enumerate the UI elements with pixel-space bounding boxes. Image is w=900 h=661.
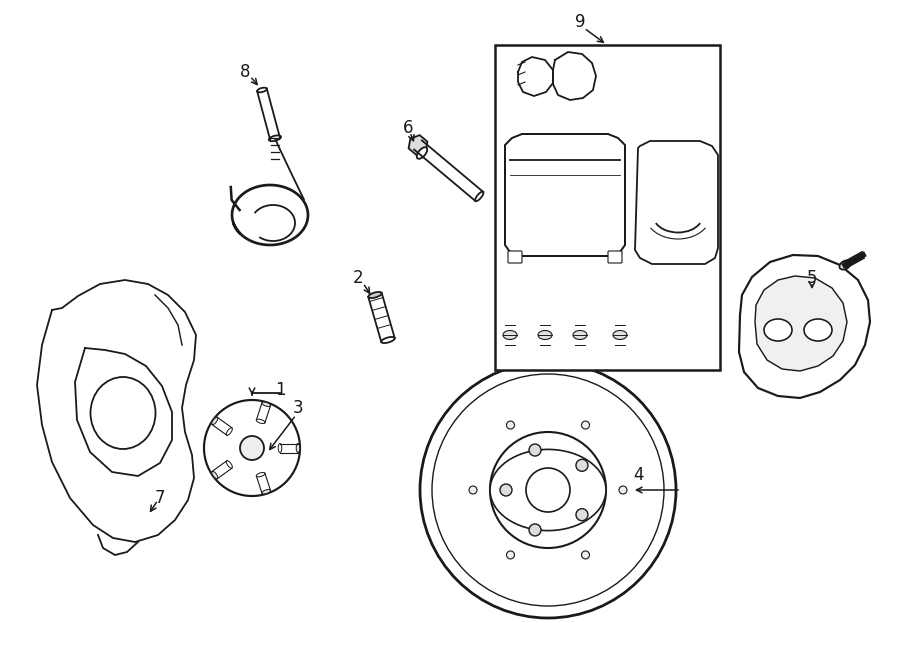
Circle shape bbox=[526, 468, 570, 512]
Ellipse shape bbox=[490, 449, 606, 531]
Ellipse shape bbox=[804, 319, 832, 341]
Ellipse shape bbox=[475, 192, 483, 201]
Ellipse shape bbox=[257, 88, 267, 93]
Ellipse shape bbox=[256, 419, 265, 424]
Ellipse shape bbox=[278, 444, 282, 453]
Circle shape bbox=[510, 452, 586, 528]
Ellipse shape bbox=[226, 461, 232, 468]
Ellipse shape bbox=[368, 292, 382, 298]
Ellipse shape bbox=[269, 136, 281, 141]
Text: 2: 2 bbox=[353, 269, 364, 287]
Ellipse shape bbox=[573, 330, 587, 340]
Circle shape bbox=[581, 551, 590, 559]
Circle shape bbox=[432, 374, 664, 606]
Text: 3: 3 bbox=[292, 399, 303, 417]
Ellipse shape bbox=[613, 330, 627, 340]
Circle shape bbox=[240, 436, 264, 460]
Circle shape bbox=[204, 400, 300, 496]
Circle shape bbox=[529, 444, 541, 456]
Circle shape bbox=[581, 421, 590, 429]
Text: 8: 8 bbox=[239, 63, 250, 81]
Bar bbox=[495, 45, 720, 370]
Ellipse shape bbox=[764, 319, 792, 341]
Ellipse shape bbox=[840, 260, 850, 270]
Text: 4: 4 bbox=[633, 466, 643, 484]
Text: 9: 9 bbox=[575, 13, 585, 31]
Ellipse shape bbox=[503, 330, 517, 340]
Circle shape bbox=[500, 484, 512, 496]
Ellipse shape bbox=[382, 337, 395, 343]
Polygon shape bbox=[505, 134, 625, 256]
Polygon shape bbox=[755, 276, 847, 371]
Circle shape bbox=[576, 459, 588, 471]
Polygon shape bbox=[739, 255, 870, 398]
Circle shape bbox=[619, 486, 627, 494]
Ellipse shape bbox=[262, 490, 271, 494]
Circle shape bbox=[507, 421, 515, 429]
Text: 6: 6 bbox=[403, 119, 413, 137]
Ellipse shape bbox=[538, 330, 552, 340]
Text: 1: 1 bbox=[274, 381, 285, 399]
Ellipse shape bbox=[212, 417, 218, 425]
FancyBboxPatch shape bbox=[508, 251, 522, 263]
Ellipse shape bbox=[256, 473, 265, 477]
Ellipse shape bbox=[212, 471, 218, 479]
FancyBboxPatch shape bbox=[608, 251, 622, 263]
Text: 5: 5 bbox=[806, 269, 817, 287]
Circle shape bbox=[469, 486, 477, 494]
Ellipse shape bbox=[296, 444, 300, 453]
Circle shape bbox=[576, 509, 588, 521]
Circle shape bbox=[490, 432, 606, 548]
Polygon shape bbox=[635, 141, 718, 264]
Ellipse shape bbox=[262, 402, 271, 407]
Text: 7: 7 bbox=[155, 489, 166, 507]
Ellipse shape bbox=[417, 147, 428, 159]
Circle shape bbox=[529, 524, 541, 536]
Circle shape bbox=[507, 551, 515, 559]
Circle shape bbox=[420, 362, 676, 618]
Ellipse shape bbox=[226, 428, 232, 436]
